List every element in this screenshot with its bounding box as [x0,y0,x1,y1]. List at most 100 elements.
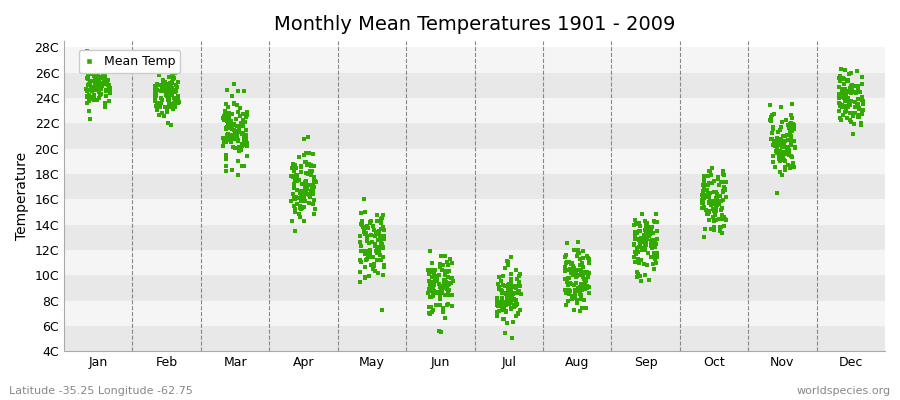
Point [716,189,730,195]
Point [560,259,574,266]
Point [856,98,870,104]
Point [832,103,847,110]
Point [783,165,797,171]
Point [152,81,166,88]
Point [570,252,584,259]
Point [376,244,391,250]
Point [711,198,725,204]
Point [148,90,163,96]
Point [101,65,115,71]
Point [580,285,594,291]
Point [287,185,302,192]
Point [832,108,846,114]
Point [650,236,664,242]
Point [569,270,583,276]
Point [781,144,796,150]
Point [634,211,649,217]
Point [433,291,447,298]
Point [96,67,111,73]
Point [162,96,176,103]
Point [98,71,112,78]
Point [367,263,382,269]
Point [776,133,790,140]
Point [440,259,454,266]
Point [498,265,512,271]
Point [427,280,441,286]
Point [374,236,388,242]
Point [706,214,720,220]
Point [84,96,98,102]
Point [849,90,863,96]
Point [558,268,572,275]
Point [640,262,654,268]
Point [366,260,381,267]
Point [574,292,589,298]
Point [375,272,390,278]
Point [839,103,853,110]
Point [436,304,450,311]
Point [88,85,103,91]
Point [288,194,302,201]
Point [847,89,861,96]
Point [848,104,862,111]
Point [783,121,797,127]
Point [717,214,732,221]
Point [782,146,796,153]
Point [424,288,438,294]
Point [695,196,709,203]
Point [240,142,255,149]
Point [368,233,382,239]
Point [719,194,733,200]
Point [94,86,108,92]
Point [220,122,235,128]
Point [361,253,375,259]
Point [230,158,245,164]
Point [234,120,248,126]
Point [370,244,384,250]
Point [364,238,379,245]
Point [365,222,380,229]
Point [374,256,388,263]
Point [103,90,117,96]
Point [229,132,243,139]
Point [429,302,444,308]
Point [92,81,106,88]
Point [306,182,320,188]
Point [89,75,104,82]
Point [639,229,653,236]
Point [627,222,642,228]
Point [491,301,506,307]
Point [562,259,576,265]
Point [696,190,710,196]
Point [157,82,171,88]
Point [834,90,849,96]
Point [712,201,726,207]
Point [701,194,716,200]
Point [775,142,789,148]
Point [423,281,437,288]
Point [576,274,590,280]
Point [436,284,451,290]
Point [833,78,848,85]
Point [299,178,313,185]
Point [221,104,236,110]
Point [701,173,716,179]
Point [495,300,509,307]
Point [560,267,574,273]
Point [500,290,514,296]
Point [717,223,732,229]
Point [843,87,858,93]
Point [163,80,177,86]
Point [162,95,176,102]
Point [505,292,519,298]
Point [433,284,447,290]
Point [843,102,858,108]
Point [855,94,869,100]
Point [424,287,438,294]
Point [845,84,859,90]
Point [79,66,94,72]
Point [627,236,642,242]
Point [438,268,453,274]
Point [844,88,859,95]
Point [780,132,795,138]
